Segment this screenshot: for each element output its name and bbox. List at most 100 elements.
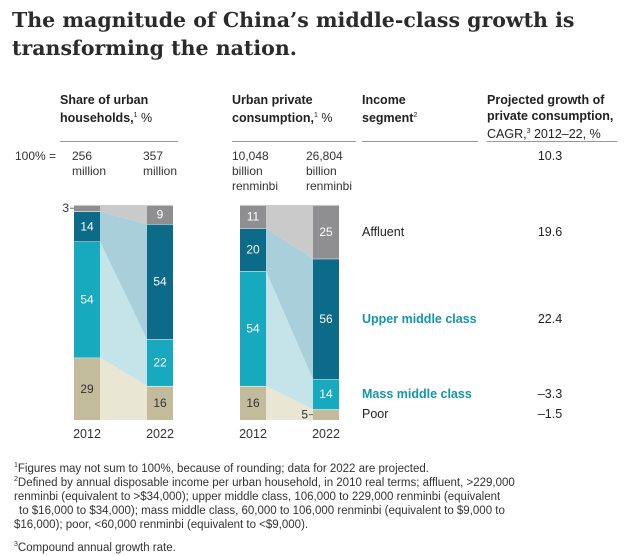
consumption-band-upper-middle (266, 228, 313, 380)
footnote-2-line-3: to $16,000 to $34,000); mass middle clas… (19, 504, 505, 517)
stacked-bar-charts: 29 54 14 3 2012 16 22 54 9 2022 16 54 20 11 2012 5 14 56 2… (62, 201, 340, 441)
consumption-2022-label-affluent: 25 (319, 225, 333, 239)
households-category-2012: 2012 (73, 427, 101, 441)
consumption-header-title: Urban private consumption, (232, 93, 314, 126)
cagr-poor: –1.5 (537, 407, 563, 421)
footnote-1-marker: 1 (14, 462, 18, 469)
households-band-upper-middle (100, 211, 147, 340)
households-2012-bar-affluent (74, 205, 100, 212)
households-2022-total-value: 357 (143, 149, 164, 163)
consumption-header-unit: % (317, 111, 333, 126)
consumption-2022-label-upper-middle: 56 (319, 312, 333, 326)
households-2022-label-upper-middle: 54 (153, 275, 167, 289)
households-category-2022: 2022 (146, 427, 174, 441)
consumption-2022-total-value: 26,804 (306, 149, 343, 163)
consumption-2022-total-unit1: billion (306, 164, 337, 178)
households-2022-bar-poor (147, 385, 173, 420)
consumption-category-2012: 2012 (239, 427, 267, 441)
consumption-2022-total-unit2: renminbi (306, 179, 353, 193)
consumption-band-mass-middle (266, 270, 313, 410)
consumption-band-affluent (266, 205, 313, 259)
footnote-2-line-2: renminbi (equivalent to >$34,000); upper… (14, 490, 501, 503)
households-band-affluent (100, 205, 147, 225)
households-2012-bar-mass-middle (74, 241, 100, 358)
consumption-2012-total-unit1: billion (232, 164, 263, 178)
consumption-2012-total-unit2: renminbi (232, 179, 279, 193)
households-2022-label-mass-middle: 22 (153, 356, 167, 370)
footnote-3-text: Compound annual growth rate. (17, 541, 176, 554)
consumption-2012-total: 10,048 billion renminbi (232, 149, 278, 194)
consumption-2022-bar-upper-middle (313, 258, 339, 380)
consumption-2012-total-value: 10,048 (232, 149, 269, 163)
households-2012-total-unit: million (72, 164, 107, 178)
consumption-2012-bar-upper-middle (240, 228, 266, 271)
consumption-category-2022: 2022 (312, 427, 340, 441)
consumption-header-footnote: 1 (313, 112, 318, 119)
consumption-2012-label-upper-middle: 20 (246, 243, 260, 257)
consumption-2022-label-mass-middle: 14 (319, 387, 333, 401)
total-label: 100% = (15, 149, 57, 163)
households-2012-label-affluent: 3 (62, 201, 69, 215)
segment-header-title: Income segment (362, 93, 414, 126)
consumption-2022-bar-poor (313, 409, 339, 420)
consumption-2022-label-poor: 5 (301, 408, 308, 422)
households-header-footnote: 1 (133, 112, 138, 119)
consumption-2022-bar-mass-middle (313, 379, 339, 410)
segment-label-poor: Poor (362, 407, 389, 421)
consumption-band-poor (266, 385, 313, 420)
footnote-2: 2Defined by annual disposable income per… (14, 473, 624, 532)
households-2012-total-value: 256 (72, 149, 93, 163)
segment-header: Income segment2 (362, 92, 422, 126)
consumption-2012-label-poor: 16 (246, 396, 260, 410)
households-2022-label-affluent: 9 (157, 208, 164, 222)
growth-header-unit: 2012–22, % (530, 127, 601, 142)
consumption-2012-label-mass-middle: 54 (246, 321, 260, 335)
growth-header-title: Projected growth of private consumption, (487, 93, 614, 123)
households-2012-bar-upper-middle (74, 211, 100, 242)
households-2012-total: 256 million (72, 149, 106, 179)
growth-header-footnote: 3 (526, 128, 531, 135)
footnote-3-marker: 3 (14, 541, 18, 548)
households-2012-label-poor: 29 (80, 382, 94, 396)
households-2022-bar-upper-middle (147, 224, 173, 340)
households-2022-bar-affluent (147, 205, 173, 225)
households-header-unit: % (137, 111, 153, 126)
consumption-2012-bar-affluent (240, 205, 266, 229)
footnote-2-marker: 2 (14, 476, 18, 483)
households-2022-bar-mass-middle (147, 339, 173, 386)
households-2022-total: 357 million (143, 149, 177, 179)
households-band-mass-middle (100, 241, 147, 386)
consumption-rule (232, 141, 356, 142)
segment-label-upper-middle: Upper middle class (362, 312, 477, 326)
segment-rule (362, 141, 478, 142)
households-2022-label-poor: 16 (153, 396, 167, 410)
chart-title: The magnitude of China’s middle-class gr… (12, 8, 575, 60)
segment-label-mass-middle: Mass middle class (362, 387, 472, 401)
segment-label-affluent: Affluent (362, 225, 405, 239)
growth-header: Projected growth of private consumption,… (487, 92, 627, 142)
cagr-upper-middle: 22.4 (537, 312, 563, 326)
growth-header-sub: CAGR, (487, 127, 527, 142)
segment-header-footnote: 2 (413, 112, 418, 119)
households-band-poor (100, 357, 147, 420)
households-header-title: Share of urban households, (60, 93, 149, 126)
households-2012-bar-poor (74, 357, 100, 420)
consumption-2012-bar-mass-middle (240, 270, 266, 386)
footnote-2-line-1: Defined by annual disposable income per … (17, 476, 515, 489)
footnote-3: 3Compound annual growth rate. (14, 538, 624, 555)
households-2012-label-upper-middle: 14 (80, 220, 94, 234)
households-rule (60, 141, 178, 142)
total-cagr: 10.3 (537, 149, 563, 163)
households-2022-total-unit: million (143, 164, 178, 178)
households-header: Share of urban households,1 % (60, 92, 190, 126)
footnote-2-line-4: $16,000); poor, <60,000 renminbi (equiva… (14, 518, 309, 531)
households-2012-label-mass-middle: 54 (80, 293, 94, 307)
cagr-affluent: 19.6 (537, 225, 563, 239)
consumption-header: Urban private consumption,1 % (232, 92, 352, 126)
consumption-2012-bar-poor (240, 385, 266, 420)
consumption-2022-bar-affluent (313, 205, 339, 259)
consumption-2012-label-affluent: 11 (247, 210, 260, 224)
footnote-1: 1Figures may not sum to 100%, because of… (14, 459, 624, 476)
growth-rule (487, 141, 617, 142)
cagr-mass-middle: –3.3 (537, 387, 563, 401)
